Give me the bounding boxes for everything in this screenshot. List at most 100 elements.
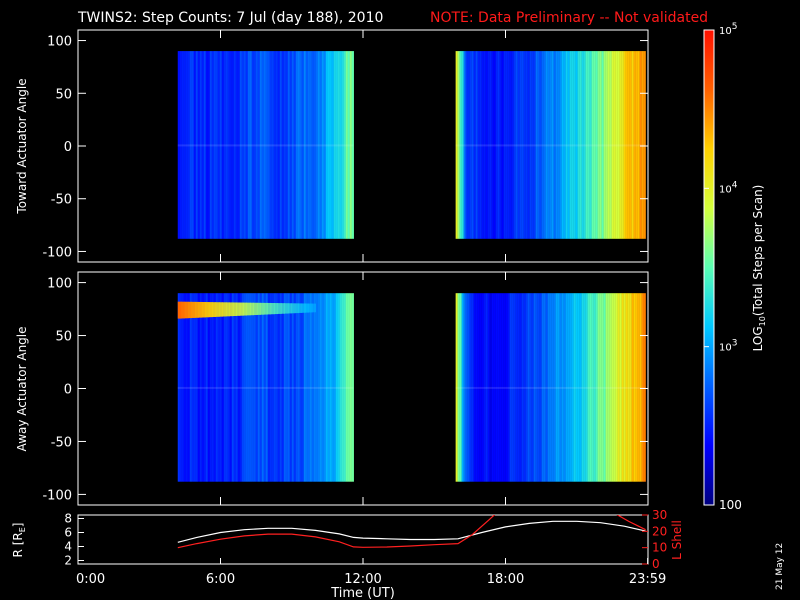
toward-heatmap-column xyxy=(623,51,626,239)
toward-heatmap-column xyxy=(253,51,256,239)
away-heatmap-column xyxy=(229,293,232,482)
toward-heatmap-column xyxy=(573,51,576,239)
toward-heatmap-column xyxy=(549,51,552,239)
toward-heatmap-column xyxy=(297,51,300,239)
toward-heatmap-column xyxy=(211,51,214,239)
away-heatmap-column xyxy=(197,293,200,482)
away-heatmap-column xyxy=(577,293,580,482)
toward-heatmap-column xyxy=(587,51,590,239)
toward-heatmap-column xyxy=(571,51,574,239)
toward-heatmap-column xyxy=(641,51,644,239)
toward-heatmap-column xyxy=(597,51,600,239)
away-hot-band-segment xyxy=(287,303,292,314)
away-heatmap-column xyxy=(335,293,338,482)
away-heatmap-column xyxy=(283,293,286,482)
away-heatmap-column xyxy=(643,293,646,482)
toward-ytick-label: 0 xyxy=(64,140,72,155)
away-heatmap-column xyxy=(497,293,500,482)
toward-heatmap-column xyxy=(521,51,524,239)
away-ytick-label: 0 xyxy=(64,383,72,398)
away-zero-band xyxy=(455,386,646,389)
toward-heatmap-column xyxy=(313,51,316,239)
away-hot-band-segment xyxy=(270,303,275,315)
away-hot-band-segment xyxy=(298,303,303,313)
toward-heatmap-column xyxy=(337,51,340,239)
away-heatmap-column xyxy=(181,293,184,482)
away-hot-band-segment xyxy=(308,303,313,313)
away-heatmap-column xyxy=(317,293,320,482)
orbit-left-tick-label: 8 xyxy=(64,512,72,526)
r-distance-line xyxy=(177,520,646,543)
away-hot-band-segment xyxy=(232,302,237,317)
colorbar-label: LOG10(Total Steps per Scan) xyxy=(751,185,767,352)
away-heatmap-column xyxy=(493,293,496,482)
away-heatmap-column xyxy=(469,293,472,482)
away-heatmap-column xyxy=(189,293,192,482)
away-heatmap-column xyxy=(579,293,582,482)
toward-heatmap-column xyxy=(241,51,244,239)
colorbar-tick-label: 103 xyxy=(719,339,737,354)
away-heatmap-column xyxy=(265,293,268,482)
l-shell-line xyxy=(177,515,496,549)
away-heatmap-column xyxy=(257,293,260,482)
away-hot-band-segment xyxy=(194,301,199,318)
away-heatmap-column xyxy=(259,293,262,482)
away-heatmap-column xyxy=(627,293,630,482)
away-heatmap-column xyxy=(455,293,458,482)
away-hot-band-segment xyxy=(294,303,299,314)
away-heatmap-column xyxy=(285,293,288,482)
away-heatmap xyxy=(177,293,646,482)
toward-heatmap-column xyxy=(179,51,182,239)
away-heatmap-column xyxy=(333,293,336,482)
away-heatmap-column xyxy=(561,293,564,482)
away-heatmap-column xyxy=(487,293,490,482)
toward-heatmap-column xyxy=(311,51,314,239)
away-heatmap-column xyxy=(511,293,514,482)
away-heatmap-column xyxy=(301,293,304,482)
toward-heatmap-column xyxy=(503,51,506,239)
toward-heatmap-column xyxy=(501,51,504,239)
away-heatmap-column xyxy=(347,293,350,482)
toward-heatmap-column xyxy=(215,51,218,239)
away-heatmap-column xyxy=(595,293,598,482)
toward-heatmap-column xyxy=(229,51,232,239)
toward-heatmap-column xyxy=(481,51,484,239)
toward-heatmap-column xyxy=(299,51,302,239)
away-heatmap-column xyxy=(261,293,264,482)
toward-heatmap-column xyxy=(563,51,566,239)
away-heatmap-column xyxy=(475,293,478,482)
toward-heatmap-column xyxy=(295,51,298,239)
toward-heatmap-column xyxy=(263,51,266,239)
toward-ytick-label: -100 xyxy=(42,245,72,260)
away-heatmap-column xyxy=(457,293,460,482)
toward-heatmap-column xyxy=(465,51,468,239)
toward-heatmap-column xyxy=(351,51,354,239)
away-hot-band-segment xyxy=(215,302,220,317)
away-heatmap-column xyxy=(501,293,504,482)
toward-zero-band xyxy=(177,144,354,147)
away-hot-band-segment xyxy=(201,302,206,318)
away-heatmap-column xyxy=(567,293,570,482)
away-heatmap-column xyxy=(539,293,542,482)
away-heatmap-column xyxy=(279,293,282,482)
toward-heatmap-column xyxy=(341,51,344,239)
toward-heatmap-column xyxy=(561,51,564,239)
away-heatmap-column xyxy=(633,293,636,482)
away-heatmap-column xyxy=(235,293,238,482)
away-hot-band-segment xyxy=(219,302,224,317)
away-heatmap-column xyxy=(605,293,608,482)
toward-heatmap-column xyxy=(231,51,234,239)
away-heatmap-column xyxy=(547,293,550,482)
away-heatmap-column xyxy=(601,293,604,482)
toward-heatmap-column xyxy=(305,51,308,239)
x-tick-label: 6:00 xyxy=(206,572,235,587)
away-heatmap-column xyxy=(231,293,234,482)
away-heatmap-column xyxy=(503,293,506,482)
away-heatmap-column xyxy=(587,293,590,482)
toward-heatmap-column xyxy=(187,51,190,239)
orbit-right-label: L Shell xyxy=(670,520,684,560)
toward-heatmap-column xyxy=(247,51,250,239)
away-heatmap-column xyxy=(521,293,524,482)
away-heatmap-column xyxy=(215,293,218,482)
